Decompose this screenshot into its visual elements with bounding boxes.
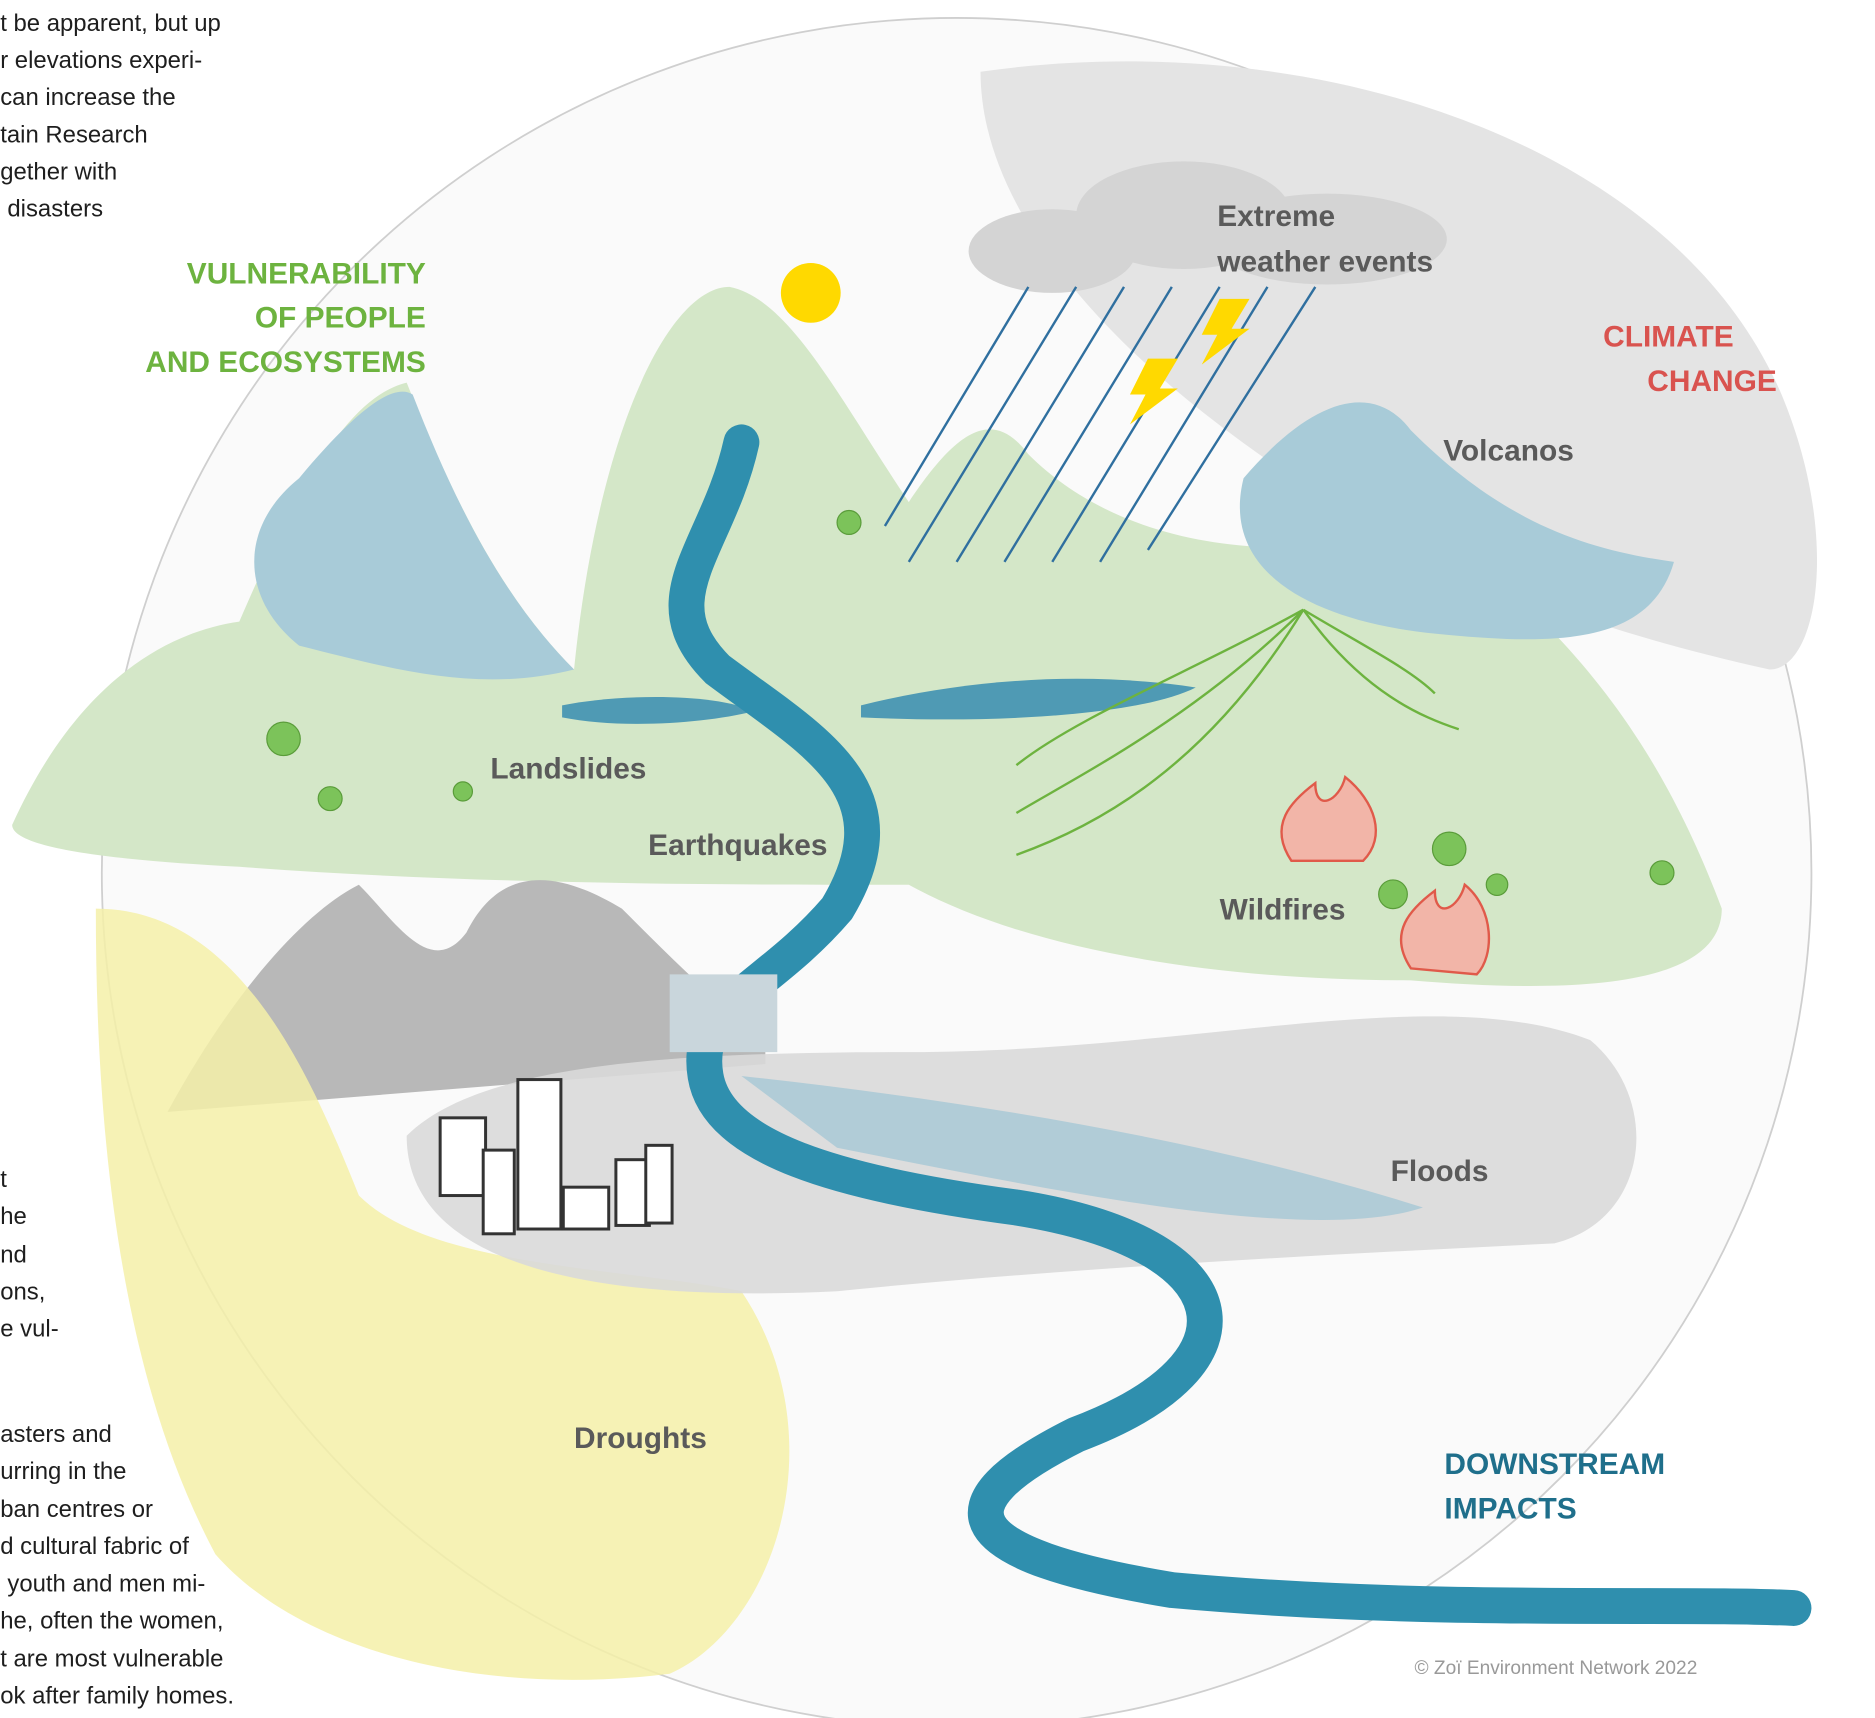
hazard-label: Extreme <box>1217 200 1335 233</box>
sun <box>781 263 841 323</box>
body-text: r elevations experi- <box>0 47 202 74</box>
heading: AND ECOSYSTEMS <box>145 346 426 379</box>
body-text: youth and men mi- <box>7 1570 205 1597</box>
body-text: e vul- <box>0 1316 58 1343</box>
heading: VULNERABILITY <box>187 257 426 290</box>
credit: © Zoï Environment Network 2022 <box>1415 1658 1698 1679</box>
heading: OF PEOPLE <box>255 302 426 335</box>
body-text: he <box>0 1203 27 1230</box>
hazard-label: Droughts <box>574 1422 707 1455</box>
body-text: t <box>0 1166 7 1193</box>
body-text: can increase the <box>0 84 175 111</box>
body-text: ban centres or <box>0 1496 153 1523</box>
body-text: tain Research <box>0 121 148 148</box>
heading: DOWNSTREAM <box>1444 1448 1665 1481</box>
body-text: t be apparent, but up <box>0 10 221 37</box>
hazard-label: Earthquakes <box>648 829 827 862</box>
body-text: disasters <box>7 195 103 222</box>
heading: CLIMATE <box>1603 321 1734 354</box>
body-text: d cultural fabric of <box>0 1533 189 1560</box>
hazard-label: Wildfires <box>1220 893 1346 926</box>
illustration: t be apparent, but up r elevations exper… <box>0 0 1875 1718</box>
body-text: ons, <box>0 1279 45 1306</box>
body-text: urring in the <box>0 1458 126 1485</box>
body-text: t are most vulnerable <box>0 1646 223 1673</box>
heading: IMPACTS <box>1444 1492 1576 1525</box>
body-text: asters and <box>0 1421 112 1448</box>
body-text: ok after family homes. <box>0 1683 234 1710</box>
heading: CHANGE <box>1647 365 1776 398</box>
body-text: he, often the women, <box>0 1607 223 1634</box>
hazard-label: Floods <box>1391 1155 1489 1188</box>
body-text: gether with <box>0 158 117 185</box>
body-text: nd <box>0 1241 27 1268</box>
dam <box>670 974 778 1052</box>
hazard-label: Volcanos <box>1443 434 1574 467</box>
hazard-label: Landslides <box>490 752 646 785</box>
hazard-label: weather events <box>1216 245 1433 278</box>
